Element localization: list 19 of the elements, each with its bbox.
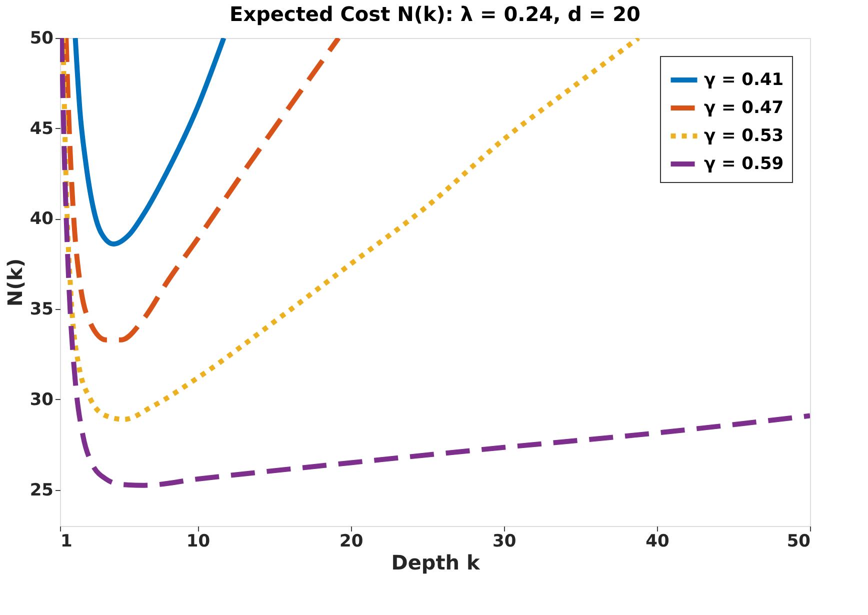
x-tick-label: 20 — [339, 532, 364, 552]
y-tick-label: 50 — [30, 28, 54, 48]
y-tick-label: 35 — [30, 300, 54, 320]
legend-label: γ = 0.59 — [704, 154, 784, 174]
legend-label: γ = 0.47 — [704, 98, 784, 118]
legend-label: γ = 0.41 — [704, 70, 784, 90]
y-tick-label: 40 — [30, 209, 54, 230]
x-tick-label: 1 — [60, 532, 72, 552]
y-tick-label: 45 — [30, 118, 54, 139]
chart-title: Expected Cost N(k): λ = 0.24, d = 20 — [230, 2, 640, 26]
y-tick-label: 30 — [30, 390, 54, 410]
x-tick-label: 30 — [492, 532, 516, 552]
y-tick-label: 25 — [30, 480, 54, 500]
legend-label: γ = 0.53 — [704, 126, 784, 146]
x-tick-label: 50 — [786, 532, 811, 552]
x-tick-label: 10 — [186, 532, 210, 552]
x-tick-label: 40 — [646, 532, 670, 552]
x-axis-title: Depth k — [391, 550, 480, 574]
y-axis-title: N(k) — [2, 258, 27, 307]
